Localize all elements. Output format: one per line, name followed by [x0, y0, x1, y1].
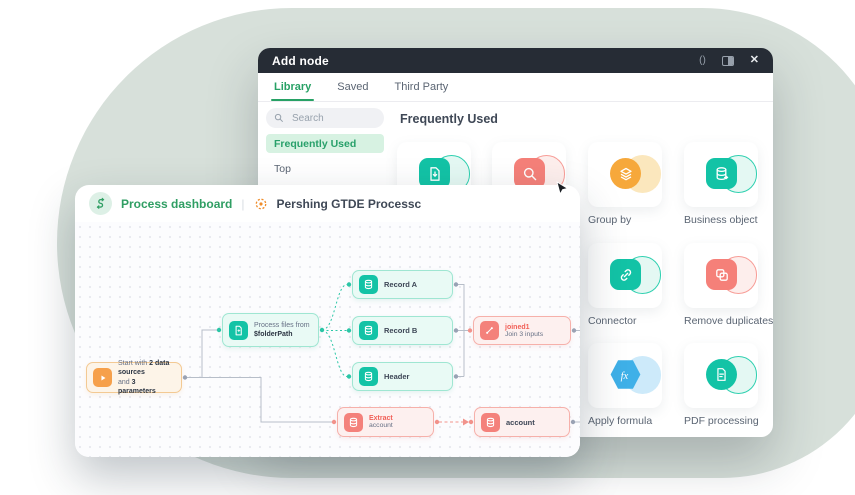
svg-text:fx: fx: [620, 369, 628, 381]
flow-node-start[interactable]: Start with 2 data sources and 3 paramete…: [86, 360, 182, 395]
flow-node-header[interactable]: Header: [352, 362, 453, 391]
layers-icon: [610, 158, 641, 189]
close-icon[interactable]: ✕: [749, 54, 759, 66]
tile-label: Remove duplicates: [684, 315, 774, 327]
flow-node-extract[interactable]: Extract account: [337, 407, 434, 437]
flow-node-record-a[interactable]: Record A: [352, 270, 453, 299]
mouse-cursor-icon: [556, 181, 572, 202]
node-text: joined1 Join 3 inputs: [505, 323, 544, 338]
node-label: account: [506, 417, 535, 427]
link-icon: [610, 259, 641, 290]
search-icon: [274, 113, 283, 122]
tab-bar: Library Saved Third Party: [258, 73, 773, 102]
node-text: Extract account: [369, 415, 393, 429]
library-sidebar: Frequently Used Top All: [266, 108, 384, 203]
node-tile-remove-duplicates[interactable]: [684, 243, 758, 308]
dashboard-header: Process dashboard | Pershing GTDE Proces…: [75, 185, 580, 223]
join-icon: [480, 321, 499, 340]
database-icon: [481, 412, 500, 432]
database-icon: [359, 367, 378, 386]
process-dashboard-window: Process dashboard | Pershing GTDE Proces…: [75, 185, 580, 457]
dashboard-title[interactable]: Process dashboard: [121, 196, 233, 211]
process-name[interactable]: Pershing GTDE Processc: [276, 196, 422, 211]
process-gear-icon: [255, 198, 266, 209]
play-icon: [93, 368, 112, 387]
tab-library[interactable]: Library: [270, 73, 315, 101]
tab-saved[interactable]: Saved: [337, 81, 369, 93]
node-tile-pdf-processing[interactable]: [684, 343, 758, 408]
sidebar-item-frequently-used[interactable]: Frequently Used: [266, 134, 384, 153]
document-icon: [229, 320, 248, 340]
node-tile-group-by[interactable]: [588, 142, 662, 207]
tile-label: Business object: [684, 214, 758, 226]
database-icon: [344, 412, 363, 432]
database-icon: [359, 321, 378, 340]
search-box[interactable]: [266, 108, 384, 128]
copy-icon: [706, 259, 737, 290]
node-tile-connector[interactable]: [588, 243, 662, 308]
tab-third-party[interactable]: Third Party: [394, 81, 449, 93]
search-input[interactable]: [290, 111, 374, 125]
database-icon: [359, 275, 378, 294]
document-icon: [706, 359, 737, 390]
tile-label: Apply formula: [588, 415, 653, 427]
magnifier-icon: [514, 158, 545, 189]
header-separator: |: [241, 196, 245, 211]
node-label: Record B: [384, 326, 418, 335]
window-title: Add node: [272, 53, 329, 68]
node-tile-business-object[interactable]: [684, 142, 758, 207]
tile-label: Connector: [588, 315, 637, 327]
node-label: Record A: [384, 280, 418, 289]
database-icon: [706, 158, 737, 189]
code-icon[interactable]: (): [699, 54, 706, 66]
node-label: Header: [384, 372, 410, 381]
section-heading: Frequently Used: [400, 112, 498, 126]
flow-node-account[interactable]: account: [474, 407, 570, 437]
add-node-titlebar[interactable]: Add node () ✕: [258, 48, 773, 73]
formula-icon: fx: [610, 360, 641, 389]
split-view-icon[interactable]: [721, 55, 734, 66]
node-tile-apply-formula[interactable]: fx: [588, 343, 662, 408]
document-download-icon: [419, 158, 450, 189]
sidebar-item-top[interactable]: Top: [274, 162, 291, 175]
flow-node-record-b[interactable]: Record B: [352, 316, 453, 345]
flow-node-joined1[interactable]: joined1 Join 3 inputs: [473, 316, 571, 345]
tile-label: Group by: [588, 214, 632, 226]
node-text: Start with 2 data sources and 3 paramete…: [118, 360, 170, 395]
flow-logo-icon[interactable]: [89, 192, 112, 215]
tile-label: PDF processing: [684, 415, 759, 427]
node-text: Process files from $folderPath: [254, 321, 310, 338]
flow-node-process-files[interactable]: Process files from $folderPath: [222, 313, 319, 347]
